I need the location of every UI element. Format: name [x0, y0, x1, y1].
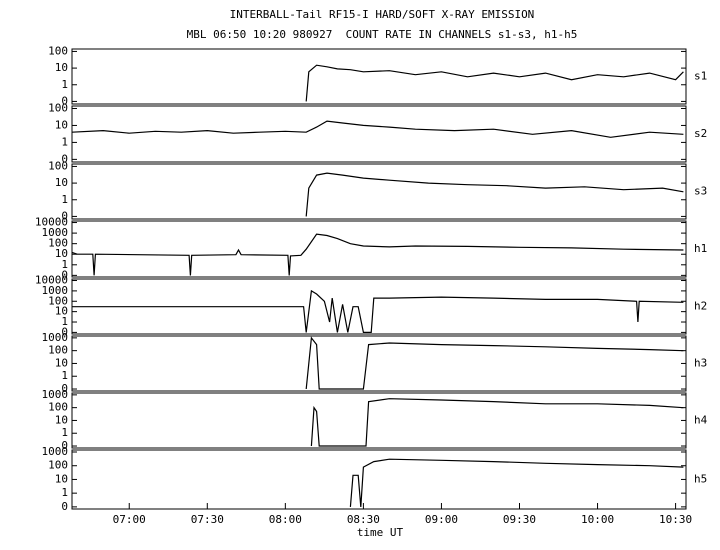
x-tick-label: 07:30 — [191, 513, 224, 526]
y-tick-label: 1 — [61, 486, 68, 499]
x-tick-label: 10:30 — [659, 513, 692, 526]
x-tick-label: 09:00 — [425, 513, 458, 526]
x-tick-label: 07:00 — [113, 513, 146, 526]
data-line — [349, 458, 684, 507]
y-tick-label: 0 — [61, 94, 68, 107]
y-tick-label: 0 — [61, 268, 68, 281]
y-tick-label: 1 — [61, 369, 68, 382]
x-tick-label: 09:30 — [503, 513, 536, 526]
chart-subtitle: MBL 06:50 10:20 980927 COUNT RATE IN CHA… — [187, 28, 578, 41]
y-tick-label: 100 — [48, 401, 68, 414]
y-tick-label: 100 — [48, 101, 68, 114]
panel-frame — [71, 449, 687, 510]
y-tick-label: 10 — [55, 247, 68, 260]
y-tick-label: 1000 — [42, 331, 69, 344]
y-tick-label: 1000 — [42, 445, 69, 458]
y-tick-label: 100 — [48, 44, 68, 57]
y-tick-label: 1000 — [42, 284, 69, 297]
x-tick-label: 08:00 — [269, 513, 302, 526]
y-tick-label: 0 — [61, 152, 68, 165]
panel-frame — [71, 163, 687, 220]
x-tick-label: 10:00 — [581, 513, 614, 526]
y-tick-label: 0 — [61, 209, 68, 222]
data-line — [305, 336, 684, 390]
y-tick-label: 1000 — [42, 388, 69, 401]
panel-label: s1 — [694, 70, 707, 83]
panel-frame — [71, 392, 687, 449]
y-tick-label: 10000 — [35, 216, 68, 229]
panel-label: h1 — [694, 242, 707, 255]
data-line — [71, 233, 684, 276]
data-line — [305, 172, 684, 217]
x-axis-label: time UT — [357, 526, 404, 539]
y-tick-label: 1 — [61, 193, 68, 206]
panel-label: h5 — [694, 473, 707, 486]
data-line — [71, 120, 684, 138]
data-line — [72, 289, 684, 333]
panel-label: h3 — [694, 357, 707, 370]
y-tick-label: 100 — [48, 237, 68, 250]
y-tick-label: 10000 — [35, 274, 68, 287]
panel-label: h2 — [694, 300, 707, 313]
y-tick-label: 10 — [55, 472, 68, 485]
y-tick-label: 100 — [48, 344, 68, 357]
y-tick-label: 1 — [61, 258, 68, 271]
chart-title: INTERBALL-Tail RF15-I HARD/SOFT X-RAY EM… — [230, 8, 535, 21]
panel-frame — [71, 48, 687, 105]
y-tick-label: 10 — [55, 118, 68, 131]
y-tick-label: 0 — [61, 325, 68, 338]
y-tick-label: 1 — [61, 426, 68, 439]
y-tick-label: 10 — [55, 61, 68, 74]
panel-label: s3 — [694, 185, 707, 198]
y-tick-label: 1 — [61, 135, 68, 148]
y-tick-label: 10 — [55, 305, 68, 318]
y-tick-label: 100 — [48, 459, 68, 472]
panel-frame — [71, 105, 687, 163]
y-tick-label: 1 — [61, 78, 68, 91]
panel-label: h4 — [694, 414, 708, 427]
y-tick-label: 10 — [55, 356, 68, 369]
y-tick-label: 10 — [55, 413, 68, 426]
data-line — [305, 64, 684, 102]
y-tick-label: 0 — [61, 439, 68, 452]
y-tick-label: 0 — [61, 382, 68, 395]
y-tick-label: 0 — [61, 500, 68, 513]
y-tick-label: 10 — [55, 176, 68, 189]
x-tick-label: 08:30 — [347, 513, 380, 526]
panel-frame — [71, 220, 687, 278]
y-tick-label: 1 — [61, 315, 68, 328]
y-tick-label: 100 — [48, 159, 68, 172]
panel-label: s2 — [694, 127, 707, 140]
y-tick-label: 1000 — [42, 226, 69, 239]
y-tick-label: 100 — [48, 294, 68, 307]
data-line — [310, 398, 684, 447]
